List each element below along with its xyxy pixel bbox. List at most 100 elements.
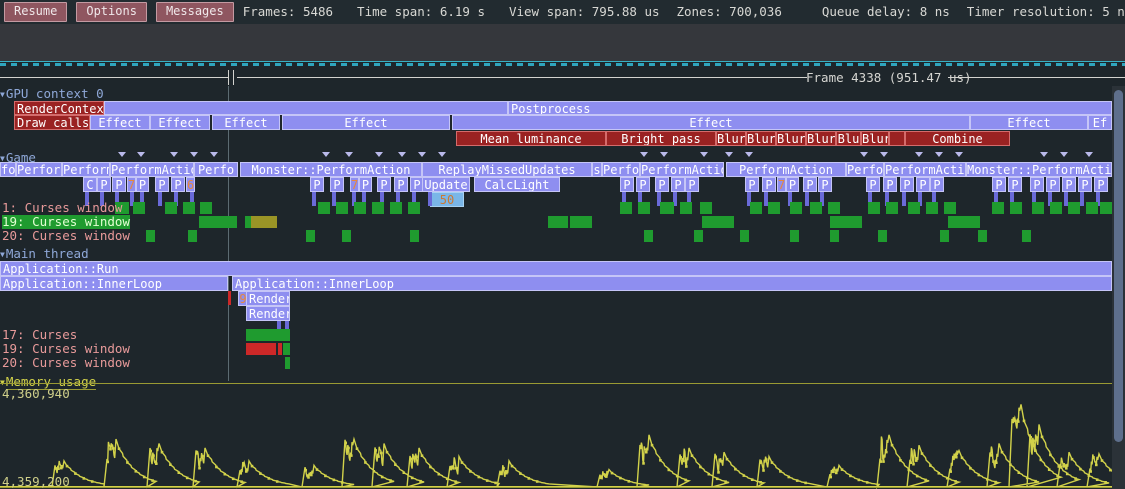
zone[interactable]: Effect xyxy=(90,115,150,130)
thread-activity-bar[interactable] xyxy=(908,202,920,214)
zone[interactable]: Blur xyxy=(716,131,746,146)
zone[interactable]: Application::Run xyxy=(0,261,1112,276)
timeline-ruler[interactable]: Frame 4338 (951.47 us) xyxy=(0,63,1125,86)
zone-tick[interactable] xyxy=(687,192,691,206)
thread-activity-bar[interactable] xyxy=(1068,202,1080,214)
thread-activity-bar[interactable] xyxy=(768,202,780,214)
zone-tick[interactable] xyxy=(788,192,792,206)
zone[interactable]: C xyxy=(83,177,97,192)
zone[interactable]: P xyxy=(359,177,372,192)
thread-activity-bar[interactable] xyxy=(886,202,898,214)
zone-tick[interactable] xyxy=(902,192,906,206)
thread-activity-bar[interactable] xyxy=(188,230,197,242)
thread-activity-bar[interactable] xyxy=(790,202,802,214)
thread-activity-bar[interactable] xyxy=(283,343,290,355)
group-header-game[interactable]: ▼Game xyxy=(0,150,36,165)
zone-tick[interactable] xyxy=(312,192,316,206)
zone-tick[interactable] xyxy=(352,192,356,206)
zone[interactable]: Update xyxy=(422,177,470,192)
zone[interactable]: P xyxy=(916,177,930,192)
thread-activity-bar[interactable] xyxy=(115,202,129,214)
zone[interactable]: Ef xyxy=(1088,115,1112,130)
zone-tick[interactable] xyxy=(190,192,194,206)
thread-activity-bar[interactable] xyxy=(828,202,840,214)
thread-activity-bar[interactable] xyxy=(680,202,692,214)
zone-tick[interactable] xyxy=(657,192,661,206)
thread-activity-bar[interactable] xyxy=(790,230,799,242)
zone[interactable]: Effect xyxy=(970,115,1088,130)
memory-graph[interactable] xyxy=(0,386,1112,489)
thread-activity-bar[interactable] xyxy=(318,202,330,214)
zone[interactable]: P xyxy=(136,177,149,192)
thread-activity-bar[interactable] xyxy=(133,202,145,214)
zone[interactable]: Effect xyxy=(282,115,450,130)
zone-tick[interactable] xyxy=(174,192,178,206)
collapse-triangle-icon[interactable]: ▼ xyxy=(0,250,5,259)
zone[interactable] xyxy=(104,101,508,115)
zone[interactable]: Blur xyxy=(776,131,806,146)
frame-overview-strip[interactable] xyxy=(0,24,1125,62)
zone[interactable]: P xyxy=(1094,177,1108,192)
zone[interactable]: P xyxy=(1062,177,1076,192)
zone-tick[interactable] xyxy=(140,192,144,206)
collapse-triangle-icon[interactable]: ▼ xyxy=(0,90,5,99)
thread-activity-bar[interactable] xyxy=(702,216,734,228)
zone[interactable]: PerformActio xyxy=(884,162,966,177)
thread-activity-bar[interactable] xyxy=(740,230,749,242)
thread-activity-bar[interactable] xyxy=(926,202,938,214)
zone[interactable]: Application::InnerLoop xyxy=(232,276,1112,291)
thread-activity-bar[interactable] xyxy=(146,230,155,242)
zone-tick[interactable] xyxy=(412,192,416,206)
zone[interactable]: Monster::PerformAction xyxy=(966,162,1112,177)
zone[interactable]: P xyxy=(1030,177,1044,192)
options-button[interactable]: Options xyxy=(76,2,147,22)
zone[interactable]: P xyxy=(803,177,817,192)
zone-tick[interactable] xyxy=(396,192,400,206)
zone[interactable]: 7 xyxy=(127,177,136,192)
thread-activity-bar[interactable] xyxy=(342,230,351,242)
zone[interactable]: ReplayMissedUpdates xyxy=(422,162,592,177)
zone[interactable]: P xyxy=(655,177,669,192)
zone-tick[interactable] xyxy=(820,192,824,206)
zone[interactable]: P xyxy=(883,177,897,192)
zone[interactable]: P xyxy=(1008,177,1022,192)
zone[interactable]: Render xyxy=(246,306,290,321)
zone[interactable]: P xyxy=(685,177,699,192)
zone[interactable]: P xyxy=(786,177,799,192)
thread-activity-bar[interactable] xyxy=(948,216,980,228)
zone-tick[interactable] xyxy=(622,192,626,206)
zone[interactable]: Perfo xyxy=(846,162,884,177)
zone-tick-red[interactable] xyxy=(228,291,231,305)
zone[interactable]: Perform xyxy=(16,162,62,177)
zone[interactable]: Effect xyxy=(212,115,280,130)
thread-activity-bar[interactable] xyxy=(638,202,650,214)
zone-tick[interactable] xyxy=(673,192,677,206)
zone[interactable]: Perfo xyxy=(194,162,238,177)
thread-activity-bar[interactable] xyxy=(992,202,1004,214)
main-thread-label-20[interactable]: 20: Curses window xyxy=(2,355,130,370)
zone[interactable]: PerformAction xyxy=(726,162,846,177)
thread-activity-bar[interactable] xyxy=(183,202,195,214)
zone[interactable]: fo xyxy=(0,162,16,177)
thread-activity-bar[interactable] xyxy=(1022,230,1031,242)
scrollbar-thumb[interactable] xyxy=(1114,90,1123,442)
zone[interactable]: Application::InnerLoop xyxy=(0,276,228,291)
zone[interactable]: Combine xyxy=(905,131,1010,146)
thread-activity-bar[interactable] xyxy=(306,230,315,242)
zone[interactable]: Render xyxy=(246,291,290,306)
zone-tick[interactable] xyxy=(1010,192,1014,206)
zone[interactable]: P xyxy=(866,177,880,192)
zone-tick[interactable] xyxy=(994,192,998,206)
thread-blocked-bar[interactable] xyxy=(278,343,282,355)
thread-activity-bar[interactable] xyxy=(1100,202,1112,214)
thread-activity-bar[interactable] xyxy=(245,216,251,228)
thread-label-1[interactable]: 1: Curses window xyxy=(2,200,123,215)
thread-label-19[interactable]: 19: Curses window xyxy=(2,214,130,229)
zone[interactable]: Postprocess xyxy=(508,101,1112,115)
thread-activity-bar[interactable] xyxy=(944,202,956,214)
thread-activity-bar[interactable] xyxy=(1032,202,1044,214)
zone-tick[interactable] xyxy=(885,192,889,206)
zone-tick[interactable] xyxy=(1032,192,1036,206)
zone[interactable]: Perfo xyxy=(602,162,640,177)
zone[interactable]: PerformAction xyxy=(110,162,194,177)
